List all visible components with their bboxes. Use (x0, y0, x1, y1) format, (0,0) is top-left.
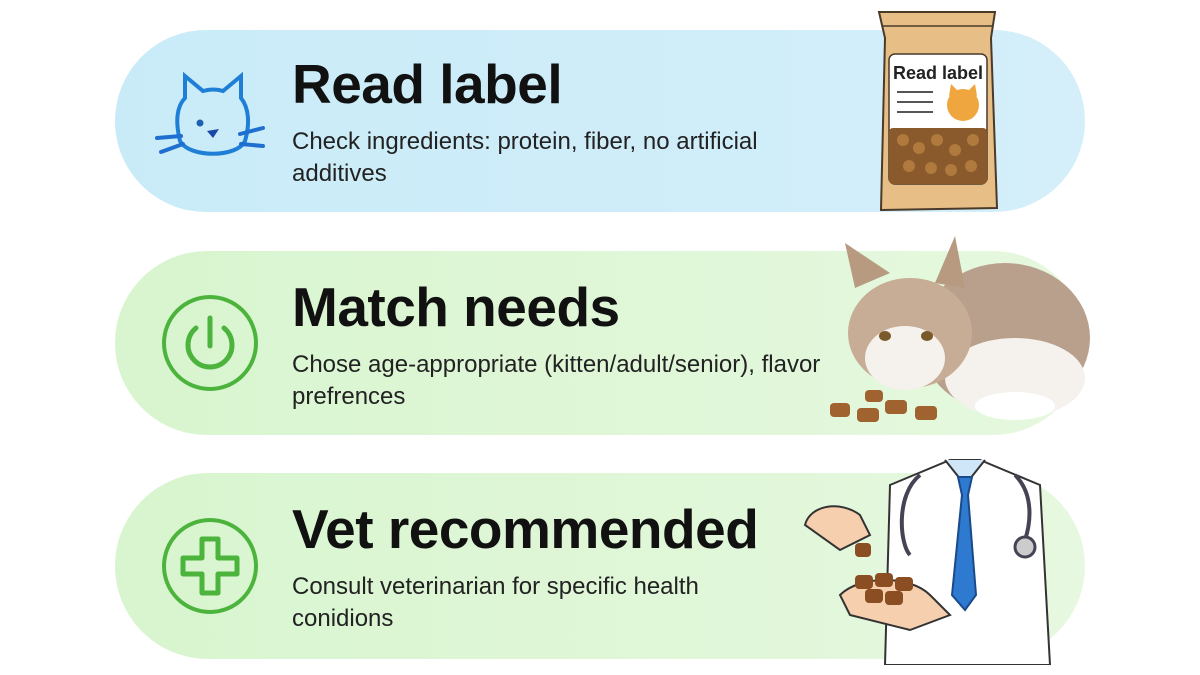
bag-label-text: Read label (893, 63, 984, 83)
cat-eating-illustration (815, 228, 1090, 428)
card-description: Consult veterinarian for specific health… (292, 573, 699, 632)
card-title: Read label (292, 53, 563, 115)
card-description: Chose age-appropriate (kitten/adult/seni… (292, 351, 821, 410)
plus-cross-icon (162, 518, 258, 614)
cat-face-icon (155, 71, 265, 156)
food-bag-illustration: Read label (875, 8, 1000, 215)
vet-hands-illustration (800, 455, 1055, 666)
power-icon (162, 295, 258, 391)
card-title: Vet recommended (292, 498, 759, 560)
card-description: Check ingredients: protein, fiber, no ar… (292, 128, 758, 187)
card-title: Match needs (292, 276, 620, 338)
